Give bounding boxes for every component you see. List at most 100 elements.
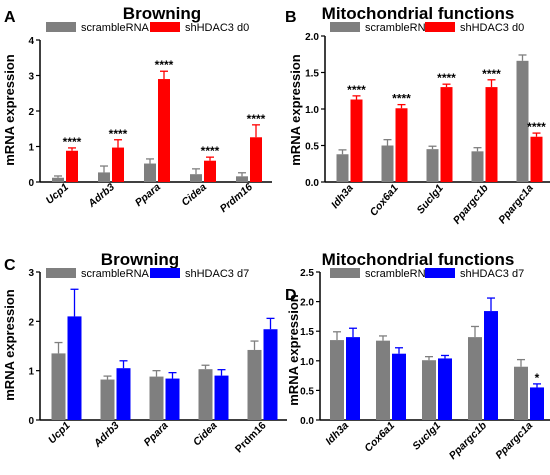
bar-shhdac3-d7: [165, 378, 180, 420]
y-tick-label: 2.5: [300, 268, 314, 279]
bar-scramblerna: [422, 360, 436, 420]
bar-shhdac3-d0: [485, 87, 498, 182]
y-tick-label: 2: [28, 317, 34, 328]
bar-scramblerna: [100, 379, 115, 420]
bar-scramblerna: [330, 340, 344, 420]
y-tick-label: 0.0: [305, 178, 319, 189]
x-tick-label: Ppargc1a: [493, 420, 535, 462]
significance-marker: ****: [392, 92, 411, 106]
bar-scramblerna: [426, 149, 439, 182]
y-tick-label: 0.5: [305, 142, 319, 153]
chart-title: Mitochondrial functions: [322, 4, 515, 23]
x-tick-label: Ucp1: [44, 181, 72, 207]
bar-shhdac3-d7: [214, 375, 229, 420]
y-tick-label: 3: [28, 268, 34, 279]
legend-label: shHDAC3 d0: [185, 22, 249, 34]
bar-shhdac3-d7: [116, 368, 131, 420]
y-tick-label: 0: [28, 178, 34, 189]
y-axis-label: mRNA expression: [286, 294, 301, 406]
x-tick-label: Ppara: [133, 181, 163, 209]
panel-letter: D: [285, 287, 297, 304]
x-tick-label: Idh3a: [329, 182, 356, 211]
y-tick-label: 1: [28, 143, 34, 154]
bar-shhdac3-d7: [392, 353, 406, 420]
bar-scramblerna: [149, 376, 164, 420]
y-tick-label: 3: [28, 72, 34, 83]
x-tick-label: Ppargc1b: [447, 419, 490, 462]
bar-scramblerna: [516, 60, 529, 182]
legend-swatch: [330, 268, 360, 278]
bar-shhdac3-d0: [440, 87, 453, 182]
bar-scramblerna: [376, 340, 390, 420]
significance-marker: ****: [247, 112, 266, 126]
bar-shhdac3-d7: [263, 329, 278, 420]
y-tick-label: 2.0: [305, 32, 319, 43]
x-tick-label: Ppara: [141, 420, 170, 449]
legend-swatch: [46, 22, 76, 32]
legend-label: scrambleRNA: [81, 268, 150, 280]
bar-scramblerna: [468, 337, 482, 420]
y-axis-label: mRNA expression: [288, 54, 303, 166]
x-tick-label: Ucp1: [46, 420, 73, 447]
y-tick-label: 1: [28, 367, 34, 378]
bar-shhdac3-d7: [346, 337, 360, 420]
significance-marker: ****: [109, 127, 128, 141]
bar-shhdac3-d7: [438, 358, 452, 420]
significance-marker: ****: [63, 135, 82, 149]
y-tick-label: 2: [28, 107, 34, 118]
significance-marker: ****: [482, 67, 501, 81]
bar-shhdac3-d0: [204, 160, 216, 182]
panel-letter: A: [4, 9, 16, 26]
bar-shhdac3-d0: [112, 147, 124, 182]
bar-scramblerna: [144, 163, 156, 182]
bar-shhdac3-d0: [66, 150, 78, 182]
x-tick-label: Suclg1: [410, 420, 443, 453]
x-tick-label: Cidea: [191, 420, 220, 449]
bar-shhdac3-d0: [350, 99, 363, 182]
legend-swatch: [330, 22, 360, 32]
significance-marker: ****: [527, 120, 546, 134]
bar-shhdac3-d7: [67, 316, 82, 420]
significance-marker: ****: [347, 83, 366, 97]
x-tick-label: Ppargc1b: [451, 182, 491, 227]
bar-scramblerna: [336, 154, 349, 182]
x-tick-label: Prdm16: [218, 181, 255, 215]
x-tick-label: Prdm16: [233, 420, 269, 456]
bar-scramblerna: [190, 174, 202, 182]
bar-shhdac3-d7: [530, 387, 544, 420]
x-tick-label: Ppargc1a: [496, 182, 536, 226]
legend-swatch: [46, 268, 76, 278]
bar-scramblerna: [51, 353, 66, 420]
x-tick-label: Suclg1: [414, 182, 445, 216]
bar-scramblerna: [236, 176, 248, 182]
legend-swatch: [425, 268, 455, 278]
x-tick-label: Cidea: [179, 181, 209, 209]
significance-marker: ****: [155, 58, 174, 72]
y-tick-label: 0.0: [300, 416, 314, 427]
x-tick-label: Cox6a1: [368, 182, 401, 218]
chart-title: Mitochondrial functions: [322, 250, 515, 269]
legend-label: scrambleRNA: [81, 22, 150, 34]
legend-label: shHDAC3 d7: [460, 268, 524, 280]
bar-scramblerna: [198, 369, 213, 420]
chart-title: Browning: [101, 250, 179, 269]
significance-marker: ****: [201, 144, 220, 158]
legend-label: scrambleRNA: [365, 268, 434, 280]
bar-shhdac3-d0: [530, 136, 543, 182]
bar-scramblerna: [381, 145, 394, 182]
bar-shhdac3-d0: [250, 137, 262, 182]
x-tick-label: Cox6a1: [362, 420, 397, 455]
panel-letter: C: [4, 257, 16, 274]
x-tick-label: Adrb3: [91, 420, 122, 451]
bar-scramblerna: [247, 349, 262, 420]
panel-letter: B: [285, 9, 297, 26]
bar-scramblerna: [52, 177, 64, 182]
legend-label: shHDAC3 d7: [185, 268, 249, 280]
y-tick-label: 1.5: [300, 327, 314, 338]
y-tick-label: 0.5: [300, 386, 314, 397]
y-tick-label: 0: [28, 416, 34, 427]
bar-scramblerna: [514, 366, 528, 420]
